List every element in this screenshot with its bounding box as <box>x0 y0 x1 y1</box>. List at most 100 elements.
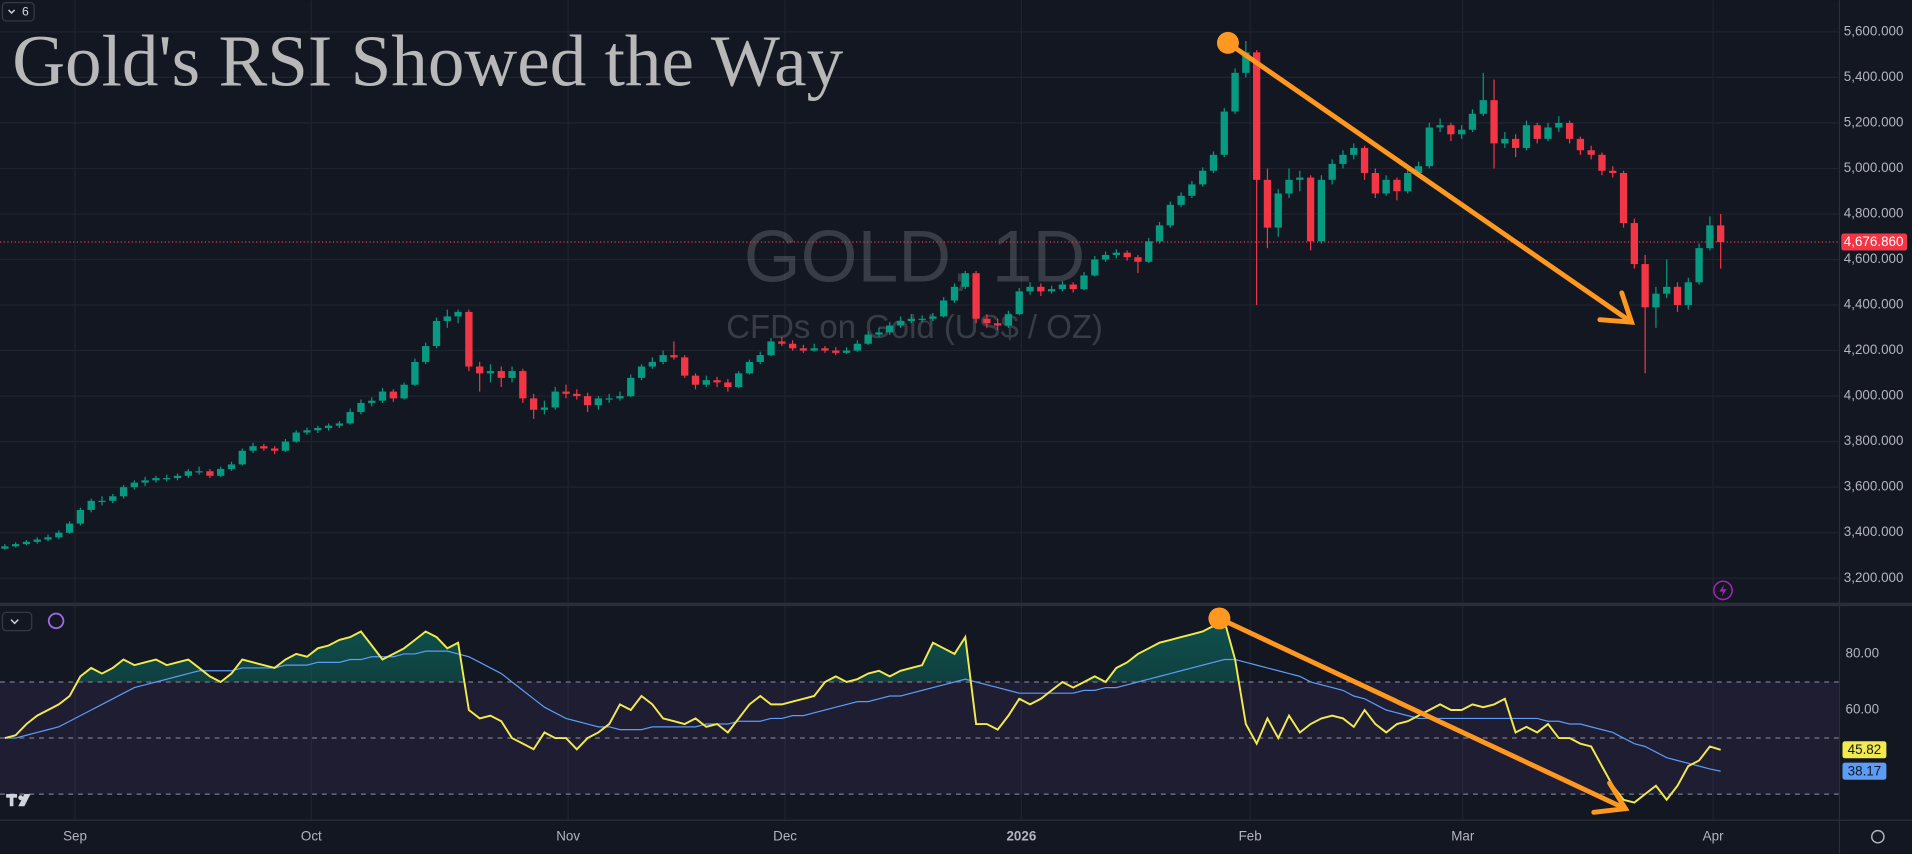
candle-body <box>594 398 603 406</box>
candle-body <box>1306 177 1315 242</box>
candle-body <box>993 323 1002 326</box>
candle-body <box>1641 264 1649 308</box>
candle-body <box>735 373 743 388</box>
rsi-value-box <box>1842 762 1887 780</box>
candle-body <box>681 357 689 376</box>
chart-title: Gold's RSI Showed the Way <box>12 20 843 101</box>
chevron-icon <box>8 9 16 15</box>
badge-count: 6 <box>22 5 29 19</box>
candle-body <box>1393 179 1401 192</box>
candle-body <box>767 341 775 356</box>
y-tick-label: 4,800.000 <box>1844 206 1904 221</box>
candle-body <box>918 318 926 320</box>
candle-body <box>1058 284 1067 290</box>
candle-body <box>1317 179 1326 242</box>
candle-body <box>1026 286 1034 292</box>
candle-body <box>1274 193 1282 228</box>
sync-icon[interactable] <box>47 612 65 630</box>
candle-body <box>1404 173 1412 192</box>
price-arrow-head <box>1597 290 1636 325</box>
candle-body <box>1263 179 1272 228</box>
candle-body <box>637 366 646 378</box>
candle-body <box>983 318 991 324</box>
candle-body <box>422 346 430 362</box>
candle-body <box>227 464 236 469</box>
candle-body <box>842 350 851 353</box>
settings-icon[interactable] <box>1871 829 1885 844</box>
candle-body <box>1458 129 1466 135</box>
candle-body <box>1447 125 1455 135</box>
y-tick-label: 5,600.000 <box>1844 23 1904 38</box>
candle-body <box>853 343 862 351</box>
candle-body <box>400 384 408 399</box>
candle-body <box>11 544 20 547</box>
candle-body <box>432 320 441 347</box>
candle-body <box>368 400 376 403</box>
candle-body <box>324 425 333 428</box>
watermark-subtitle: CFDs on Gold (US$ / OZ) <box>726 308 1103 345</box>
candle-body <box>497 371 505 378</box>
candle-body <box>55 532 63 538</box>
candle-body <box>152 478 160 481</box>
candle-body <box>378 391 387 401</box>
x-tick-label: Apr <box>1703 828 1724 843</box>
y-tick-label: 4,000.000 <box>1844 388 1904 403</box>
x-tick-label: Oct <box>301 828 322 843</box>
rsi-arrow <box>1216 616 1628 812</box>
candle-body <box>529 398 538 410</box>
candles <box>0 40 1839 550</box>
y-tick-label: 4,200.000 <box>1844 342 1904 357</box>
alert-icon[interactable] <box>1713 580 1733 601</box>
rsi-line <box>4 618 1721 804</box>
candle-body <box>270 448 279 451</box>
candle-body <box>1695 248 1703 283</box>
candle-body <box>713 380 721 383</box>
candle-body <box>832 350 840 353</box>
candle-body <box>1587 150 1595 155</box>
x-tick-label: Mar <box>1451 828 1475 843</box>
candle-body <box>616 396 624 399</box>
candle-body <box>1231 72 1239 112</box>
y-tick-label: 5,000.000 <box>1844 160 1904 175</box>
x-tick-label: Nov <box>556 828 580 843</box>
annotations <box>1216 40 1636 815</box>
candle-body <box>357 402 365 413</box>
candle-body <box>799 348 808 351</box>
candle-body <box>476 366 484 374</box>
rsi-pane <box>0 618 1839 804</box>
candle-body <box>1285 179 1293 194</box>
y-tick-label: 4,400.000 <box>1844 297 1904 312</box>
watermark: GOLD, 1D <box>744 216 1085 298</box>
candle-body <box>184 471 192 476</box>
candle-body <box>238 450 246 465</box>
x-tick-label: 2026 <box>1006 828 1036 843</box>
candle-body <box>1328 163 1336 180</box>
candle-body <box>173 475 182 479</box>
candle-body <box>1037 286 1045 292</box>
legend-toggle[interactable] <box>1 2 35 22</box>
candle-body <box>65 523 74 533</box>
candle-body <box>907 318 915 321</box>
rsi-value-box <box>1842 741 1887 759</box>
x-tick-label: Feb <box>1239 828 1262 843</box>
candle-body <box>1619 173 1628 224</box>
candle-body <box>896 320 905 326</box>
candle-body <box>87 500 95 510</box>
grid <box>0 0 1839 820</box>
candle-body <box>1112 252 1121 255</box>
candle-body <box>1490 100 1498 144</box>
candle-body <box>691 375 700 385</box>
candle-body <box>756 355 764 362</box>
y-tick-label: 5,200.000 <box>1844 114 1904 129</box>
candle-body <box>1350 147 1358 155</box>
candle-body <box>1630 223 1638 265</box>
candle-body <box>1544 127 1552 139</box>
candle-body <box>562 391 570 394</box>
candle-body <box>465 311 473 367</box>
candle-body <box>130 482 139 488</box>
candle-body <box>929 316 937 319</box>
candle-body <box>314 427 322 431</box>
